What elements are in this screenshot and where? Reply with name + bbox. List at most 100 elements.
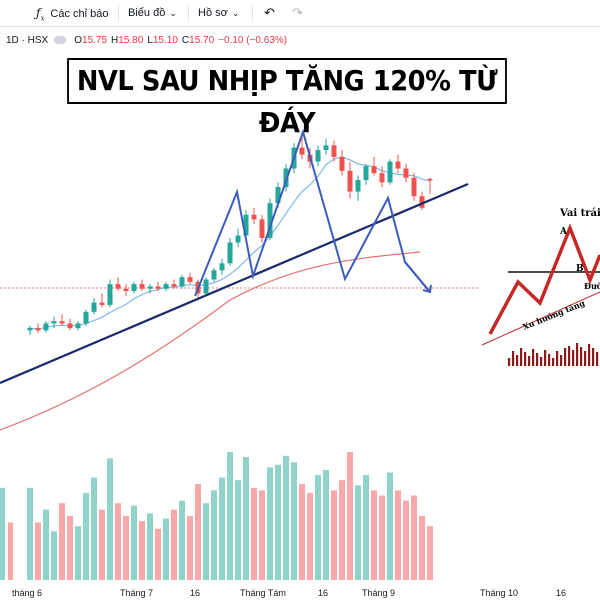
candle-body	[155, 286, 161, 289]
volume-bar	[123, 516, 129, 580]
diagram-volume-bars	[508, 343, 599, 366]
candle-body	[131, 284, 137, 292]
ohlc-legend: 1D · HSX O15.75 H15.80 L15.10 C15.70 −0.10 (−…	[0, 33, 291, 49]
candle-body	[371, 166, 377, 174]
visibility-toggle-icon[interactable]	[54, 36, 67, 45]
top-toolbar: ƒx Các chỉ báo Biểu đồ ⌄ Hồ sơ ⌄ ↶ ↷	[0, 0, 600, 27]
candle-body	[379, 173, 385, 183]
volume-bar	[427, 526, 433, 580]
candle-body	[331, 145, 337, 157]
x-axis: tháng 6 Tháng 7 16 Tháng Tám 16 Tháng 9 Tháng …	[12, 588, 566, 598]
diagram-volume-bar	[564, 348, 567, 366]
volume-bar	[107, 458, 113, 580]
volume-bar	[179, 500, 185, 580]
ma-fast-line	[29, 156, 431, 330]
indicators-button[interactable]: ƒx Các chỉ báo	[36, 0, 109, 26]
volume-bar	[291, 462, 297, 580]
candle-body	[35, 328, 41, 331]
volume-bars	[0, 452, 433, 580]
candle-body	[363, 166, 369, 181]
volume-bar	[339, 480, 345, 580]
volume-bar	[83, 492, 89, 580]
volume-bar	[355, 485, 361, 580]
volume-bar	[219, 477, 225, 580]
volume-bar	[419, 516, 425, 580]
volume-bar	[267, 467, 273, 580]
volume-bar	[195, 484, 201, 580]
volume-bar	[67, 516, 73, 580]
volume-bar	[259, 490, 265, 580]
candle-body	[27, 328, 33, 331]
redo-icon[interactable]: ↷	[292, 5, 303, 20]
x-tick-label: Tháng Tám	[240, 588, 286, 598]
candle-body	[187, 277, 193, 282]
volume-bar	[403, 500, 409, 580]
volume-bar	[411, 495, 417, 580]
undo-icon[interactable]: ↶	[264, 5, 275, 20]
candle-body	[59, 321, 65, 324]
volume-bar	[187, 516, 193, 580]
close-value: 15.70	[189, 35, 215, 46]
volume-bar	[395, 490, 401, 580]
diagram-volume-bar	[588, 344, 591, 366]
diagram-trend-line	[481, 291, 600, 346]
candle-body	[211, 270, 217, 280]
candle-body	[411, 177, 417, 197]
candle-body	[387, 161, 393, 183]
candle-body	[83, 311, 89, 324]
diagram-volume-bar	[512, 351, 515, 366]
volume-bar	[163, 518, 169, 580]
title-banner: NVL SAU NHỊP TĂNG 120% TỪ ĐÁY	[67, 58, 507, 139]
candle-body	[171, 284, 177, 287]
volume-bar	[115, 503, 121, 580]
diagram-volume-bar	[520, 348, 523, 366]
volume-bar	[139, 521, 145, 580]
high-value: 15.80	[118, 35, 144, 46]
x-tick-label: 16	[556, 588, 566, 598]
volume-bar	[99, 509, 105, 580]
diagram-volume-bar	[592, 348, 595, 366]
diagram-volume-bar	[552, 358, 555, 366]
diagram-volume-bar	[576, 343, 579, 366]
diagram-volume-bar	[560, 355, 563, 366]
low-key: L	[147, 35, 153, 46]
volume-bar	[275, 464, 281, 580]
volume-bar	[155, 528, 161, 580]
diagram-volume-bar	[568, 346, 571, 366]
diagram-label-a: A	[559, 227, 568, 237]
diagram-label-top: Vai trái	[559, 208, 600, 219]
volume-bar	[227, 452, 233, 580]
pattern-arrowhead	[422, 284, 432, 294]
volume-bar	[283, 455, 289, 580]
indicators-label: Các chỉ báo	[50, 8, 109, 20]
candle-body	[283, 168, 289, 187]
x-tick-label: 16	[190, 588, 200, 598]
candle-body	[227, 242, 233, 264]
x-tick-label: Tháng 10	[480, 588, 518, 598]
diagram-volume-bar	[572, 350, 575, 366]
pattern-arrow	[404, 261, 431, 293]
volume-bar	[35, 522, 41, 580]
diagram-volume-bar	[528, 356, 531, 366]
profile-button[interactable]: Hồ sơ ⌄	[198, 0, 239, 26]
candle-body	[163, 284, 169, 289]
volume-bar	[43, 509, 49, 580]
candle-body	[51, 321, 57, 324]
volume-bar	[0, 487, 5, 580]
open-key: O	[74, 35, 83, 46]
candle-body	[243, 214, 249, 236]
diagram-label-b: B	[576, 264, 584, 274]
candle-body	[251, 214, 257, 220]
candle-body	[219, 263, 225, 271]
head-shoulders-pattern	[194, 128, 431, 297]
volume-bar	[59, 503, 65, 580]
volume-bar	[51, 531, 57, 580]
symbol-label: 1D · HSX	[6, 35, 49, 46]
low-value: 15.10	[152, 35, 178, 46]
chart-type-button[interactable]: Biểu đồ ⌄	[128, 0, 177, 26]
x-tick-label: Tháng 7	[120, 588, 153, 598]
candle-body	[267, 203, 273, 238]
candle-body	[339, 156, 345, 171]
volume-bar	[363, 475, 369, 580]
